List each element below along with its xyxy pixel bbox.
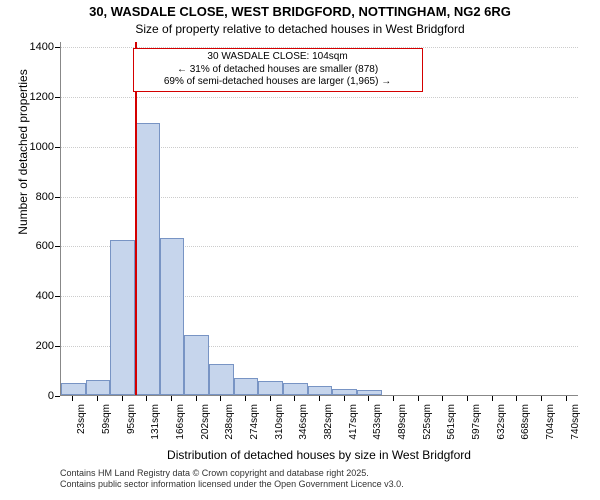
bar: [234, 378, 259, 395]
annotation-line: 69% of semi-detached houses are larger (…: [140, 76, 416, 89]
y-tick-label: 800: [0, 191, 54, 203]
y-tick-mark: [55, 396, 60, 397]
bar: [332, 389, 357, 395]
y-tick-mark: [55, 346, 60, 347]
x-tick-label: 597sqm: [471, 404, 482, 440]
chart-root: 30, WASDALE CLOSE, WEST BRIDGFORD, NOTTI…: [0, 0, 600, 500]
x-tick-mark: [541, 396, 542, 401]
y-tick-label: 400: [0, 290, 54, 302]
x-tick-mark: [393, 396, 394, 401]
x-tick-mark: [492, 396, 493, 401]
y-tick-mark: [55, 246, 60, 247]
x-tick-mark: [566, 396, 567, 401]
x-tick-label: 668sqm: [520, 404, 531, 440]
annotation-box: 30 WASDALE CLOSE: 104sqm← 31% of detache…: [133, 48, 423, 92]
x-tick-mark: [319, 396, 320, 401]
x-tick-mark: [368, 396, 369, 401]
x-tick-label: 453sqm: [372, 404, 383, 440]
bar: [110, 240, 135, 395]
x-tick-mark: [196, 396, 197, 401]
x-tick-label: 632sqm: [496, 404, 507, 440]
bar: [209, 364, 234, 395]
y-tick-mark: [55, 296, 60, 297]
y-tick-mark: [55, 97, 60, 98]
annotation-line: ← 31% of detached houses are smaller (87…: [140, 64, 416, 77]
x-tick-mark: [270, 396, 271, 401]
x-tick-mark: [122, 396, 123, 401]
x-tick-label: 489sqm: [397, 404, 408, 440]
credits-line: Contains HM Land Registry data © Crown c…: [60, 468, 404, 479]
x-tick-mark: [442, 396, 443, 401]
x-tick-label: 310sqm: [274, 404, 285, 440]
plot-area: [60, 42, 578, 396]
x-tick-mark: [245, 396, 246, 401]
x-tick-label: 346sqm: [298, 404, 309, 440]
credits-text: Contains HM Land Registry data © Crown c…: [60, 468, 404, 490]
x-axis-title: Distribution of detached houses by size …: [60, 448, 578, 462]
x-tick-mark: [418, 396, 419, 401]
chart-subtitle: Size of property relative to detached ho…: [0, 22, 600, 36]
x-tick-label: 23sqm: [76, 404, 87, 434]
bar: [308, 386, 333, 395]
y-tick-label: 200: [0, 340, 54, 352]
x-tick-mark: [344, 396, 345, 401]
y-tick-label: 0: [0, 390, 54, 402]
y-tick-label: 600: [0, 240, 54, 252]
reference-line: [135, 42, 137, 395]
x-tick-mark: [516, 396, 517, 401]
x-tick-label: 525sqm: [422, 404, 433, 440]
x-tick-label: 131sqm: [150, 404, 161, 440]
bar: [283, 383, 308, 395]
bar: [258, 381, 283, 395]
x-tick-label: 202sqm: [200, 404, 211, 440]
x-tick-label: 274sqm: [249, 404, 260, 440]
y-tick-mark: [55, 147, 60, 148]
x-tick-label: 382sqm: [323, 404, 334, 440]
x-tick-label: 238sqm: [224, 404, 235, 440]
bar: [160, 238, 185, 395]
gridline: [61, 97, 578, 98]
x-tick-mark: [171, 396, 172, 401]
y-tick-mark: [55, 197, 60, 198]
x-tick-mark: [146, 396, 147, 401]
bar: [357, 390, 382, 395]
y-tick-label: 1200: [0, 91, 54, 103]
bar: [61, 383, 86, 395]
chart-title: 30, WASDALE CLOSE, WEST BRIDGFORD, NOTTI…: [0, 4, 600, 19]
credits-line: Contains public sector information licen…: [60, 479, 404, 490]
x-tick-label: 417sqm: [348, 404, 359, 440]
x-tick-label: 561sqm: [446, 404, 457, 440]
x-tick-mark: [467, 396, 468, 401]
x-tick-mark: [72, 396, 73, 401]
x-tick-label: 166sqm: [175, 404, 186, 440]
x-tick-mark: [294, 396, 295, 401]
bar: [184, 335, 209, 395]
x-tick-label: 95sqm: [126, 404, 137, 434]
y-tick-label: 1000: [0, 141, 54, 153]
bar: [135, 123, 160, 395]
x-tick-mark: [220, 396, 221, 401]
y-tick-mark: [55, 47, 60, 48]
x-tick-mark: [97, 396, 98, 401]
annotation-line: 30 WASDALE CLOSE: 104sqm: [140, 51, 416, 64]
bar: [86, 380, 111, 395]
x-tick-label: 59sqm: [101, 404, 112, 434]
x-tick-label: 704sqm: [545, 404, 556, 440]
y-tick-label: 1400: [0, 41, 54, 53]
x-tick-label: 740sqm: [570, 404, 581, 440]
